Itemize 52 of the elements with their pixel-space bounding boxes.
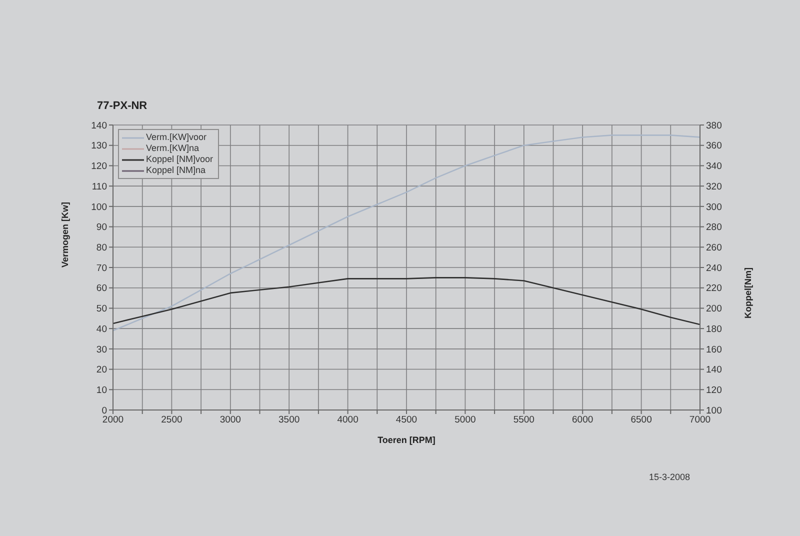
x-tick-label: 5000 <box>454 414 476 426</box>
x-tick-label: 3000 <box>220 414 241 426</box>
y-tick-label: 30 <box>96 344 107 356</box>
y2-tick-label: 200 <box>706 304 722 315</box>
y-tick-label: 110 <box>92 181 107 192</box>
x-tick-label: 4500 <box>396 414 418 426</box>
x-tick-label: 2000 <box>102 414 124 426</box>
x-axis-title: Toeren [RPM] <box>378 435 436 445</box>
y-axis-title: Vermogen [Kw] <box>60 202 70 268</box>
y-tick-label: 10 <box>96 385 107 396</box>
y2-tick-label: 360 <box>706 140 722 152</box>
y-tick-label: 20 <box>96 364 107 376</box>
y2-tick-label: 320 <box>706 181 722 192</box>
y2-tick-label: 160 <box>706 344 722 356</box>
y-tick-label: 70 <box>96 262 107 274</box>
y-tick-label: 40 <box>96 324 107 335</box>
legend-label: Verm.[KW]na <box>146 143 200 154</box>
y-tick-label: 120 <box>91 161 107 172</box>
x-tick-label: 7000 <box>689 414 711 426</box>
legend-label: Koppel [NM]voor <box>146 154 214 165</box>
line-series <box>113 134 700 332</box>
y2-tick-label: 180 <box>706 324 722 335</box>
x-tick-label: 4000 <box>337 414 358 426</box>
y2-tick-label: 300 <box>706 202 722 213</box>
x-tick-label: 2500 <box>161 414 182 426</box>
y2-tick-label: 220 <box>706 283 722 294</box>
y2-axis-title: Koppel[Nm] <box>743 268 754 318</box>
y-tick-label: 80 <box>96 242 107 254</box>
y-tick-label: 100 <box>91 202 107 213</box>
y2-tick-label: 380 <box>706 120 722 132</box>
y2-tick-label: 120 <box>706 385 722 396</box>
y2-tick-label: 340 <box>706 161 722 172</box>
y-tick-label: 140 <box>91 120 107 132</box>
y2-tick-label: 100 <box>706 405 722 416</box>
legend-label: Verm.[KW]voor <box>146 132 207 143</box>
y2-tick-label: 240 <box>706 262 722 274</box>
x-tick-label: 6000 <box>572 414 594 426</box>
y-tick-label: 60 <box>96 283 107 294</box>
line-series <box>113 277 700 326</box>
x-tick-label: 5500 <box>513 414 534 426</box>
x-tick-label: 3500 <box>278 414 300 426</box>
chart-title: 77-PX-NR <box>97 100 148 112</box>
y2-tick-label: 280 <box>706 222 722 234</box>
y-tick-label: 130 <box>91 140 107 152</box>
y2-tick-label: 140 <box>706 364 722 376</box>
text: 15-3-2008 <box>648 472 690 482</box>
x-tick-label: 6500 <box>630 414 652 426</box>
legend-label: Koppel [NM]na <box>146 165 206 176</box>
y-tick-label: 0 <box>102 405 107 416</box>
y-tick-label: 50 <box>96 304 107 315</box>
y-tick-label: 90 <box>96 222 107 234</box>
y2-tick-label: 260 <box>706 242 722 254</box>
